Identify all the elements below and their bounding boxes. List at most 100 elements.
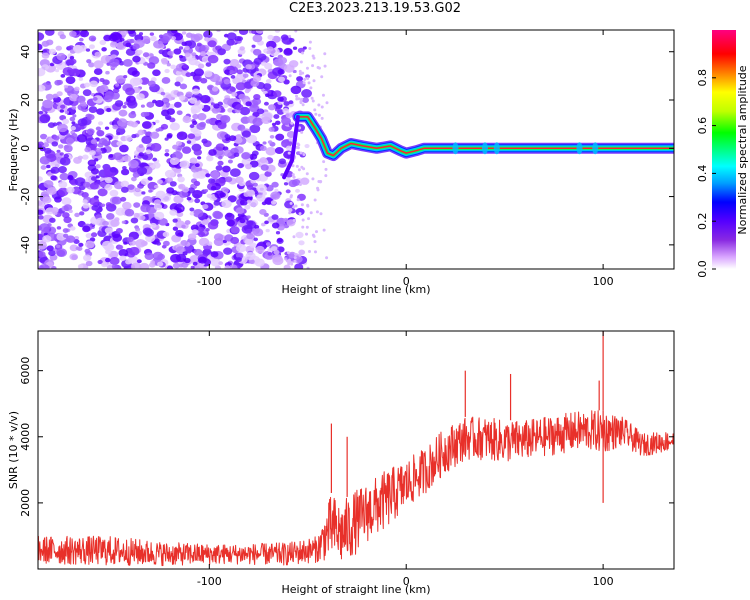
noise-blob <box>224 134 231 139</box>
noise-blob <box>115 207 126 216</box>
noise-blob <box>305 74 311 79</box>
noise-blob <box>295 208 305 216</box>
noise-blob <box>264 220 269 225</box>
noise-blob <box>270 200 277 205</box>
snr-y-tick-label: 6000 <box>19 357 32 385</box>
noise-speck <box>303 78 307 82</box>
noise-blob <box>166 134 173 139</box>
noise-blob <box>241 152 251 160</box>
noise-blob <box>223 78 231 85</box>
noise-blob <box>237 162 244 169</box>
noise-speck <box>301 225 305 229</box>
spectrogram-x-tick-label: 0 <box>403 275 410 288</box>
noise-blob <box>74 86 80 92</box>
noise-blob <box>199 51 207 57</box>
noise-speck <box>311 54 315 58</box>
noise-blob <box>71 133 78 139</box>
noise-blob <box>187 133 196 140</box>
noise-blob <box>285 145 292 151</box>
noise-blob <box>69 116 76 122</box>
noise-speck <box>323 52 327 56</box>
spectrogram-panel: -100 0 100 -40 -20 0 20 40 Height of straight l… <box>7 29 675 296</box>
track-blip <box>481 142 488 155</box>
noise-speck <box>306 266 310 269</box>
noise-blob <box>300 177 310 185</box>
noise-blob <box>90 176 97 181</box>
noise-speck <box>297 168 301 172</box>
noise-blob <box>128 246 140 256</box>
noise-blob <box>152 69 161 77</box>
noise-blobs <box>38 30 329 269</box>
noise-blob <box>123 101 129 106</box>
noise-blob <box>135 227 141 232</box>
noise-blob <box>184 52 191 58</box>
noise-blob <box>88 106 98 114</box>
noise-blob <box>205 173 211 178</box>
noise-blob <box>48 48 57 55</box>
noise-blob <box>136 259 142 264</box>
noise-blob <box>116 118 128 127</box>
noise-blob <box>138 152 144 157</box>
noise-blob <box>161 109 170 117</box>
noise-blob <box>50 169 56 174</box>
noise-blob <box>172 218 178 223</box>
noise-blob <box>74 236 80 241</box>
noise-blob <box>223 97 233 105</box>
track-core <box>297 116 674 157</box>
noise-blob <box>108 58 120 67</box>
noise-speck <box>324 167 328 171</box>
noise-blob <box>255 245 265 254</box>
noise-blob <box>241 130 251 138</box>
noise-blob <box>215 143 226 151</box>
noise-blob <box>271 181 279 188</box>
noise-blob <box>104 176 113 184</box>
noise-blob <box>74 177 86 187</box>
noise-blob <box>39 114 51 124</box>
noise-blob <box>148 189 153 193</box>
noise-speck <box>286 251 290 255</box>
noise-blob <box>197 156 202 160</box>
noise-speck <box>308 47 312 51</box>
noise-blob <box>178 46 184 50</box>
spectrogram-x-tick-label: 100 <box>593 275 614 288</box>
noise-blob <box>271 122 277 127</box>
noise-blob <box>113 135 119 140</box>
noise-speck <box>302 152 306 156</box>
noise-blob <box>89 182 99 190</box>
noise-blob <box>281 36 293 45</box>
noise-blob <box>243 191 250 197</box>
noise-blob <box>123 75 128 79</box>
noise-blob <box>101 262 108 268</box>
noise-blob <box>142 227 153 236</box>
noise-blob <box>176 131 188 141</box>
noise-speck <box>296 198 300 202</box>
noise-speck <box>320 116 324 120</box>
noise-speck <box>288 74 292 78</box>
noise-blob <box>138 144 144 149</box>
noise-blob <box>193 148 203 156</box>
noise-blob <box>137 49 143 55</box>
noise-blob <box>162 240 170 247</box>
noise-blob <box>186 196 192 201</box>
noise-blob <box>278 158 287 165</box>
noise-blob <box>235 82 246 91</box>
noise-blob <box>283 79 290 85</box>
colorbar-ticks: 0.0 0.2 0.4 0.6 0.8 <box>696 69 716 278</box>
noise-blob <box>51 141 59 147</box>
snr-x-tick-label: 0 <box>403 575 410 588</box>
noise-blob <box>125 259 132 265</box>
noise-blob <box>158 34 164 39</box>
noise-blob <box>184 45 190 51</box>
noise-blob <box>63 204 73 212</box>
noise-blob <box>213 103 220 109</box>
track-blip <box>576 142 583 155</box>
noise-blob <box>212 210 222 219</box>
noise-speck <box>292 175 296 179</box>
noise-speck <box>307 217 311 221</box>
noise-blob <box>235 207 245 215</box>
colorbar-gradient <box>712 30 736 269</box>
noise-blob <box>56 79 63 85</box>
noise-blob <box>69 55 75 60</box>
noise-blob <box>90 232 98 238</box>
noise-blob <box>223 58 231 65</box>
